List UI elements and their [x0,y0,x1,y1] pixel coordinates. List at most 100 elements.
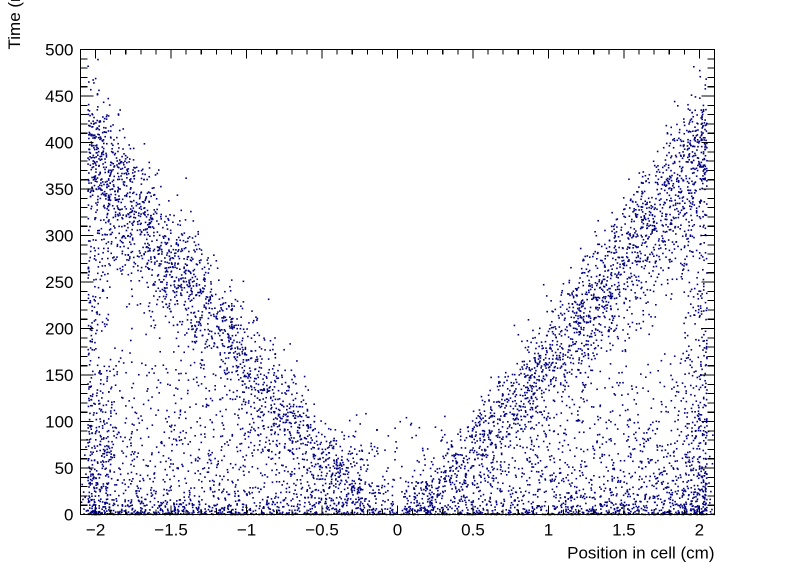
scatter-point [230,348,232,351]
scatter-point [562,282,565,285]
scatter-point [387,489,389,492]
scatter-point [166,501,169,503]
scatter-point [319,458,321,461]
scatter-point [684,258,686,261]
scatter-point [705,477,708,479]
scatter-point [686,129,688,132]
scatter-point [220,307,222,309]
scatter-point [542,440,545,443]
scatter-point [544,500,547,503]
scatter-point [155,212,158,215]
scatter-point [192,269,195,272]
scatter-point [653,248,656,251]
scatter-point [126,259,128,261]
scatter-point [517,333,520,336]
scatter-point [126,192,129,195]
scatter-point [266,503,269,506]
scatter-point [676,139,679,142]
scatter-point [114,197,116,199]
scatter-point [545,509,548,512]
scatter-point [496,511,499,514]
scatter-point [598,433,601,436]
scatter-point [694,509,696,512]
scatter-point [245,386,248,388]
scatter-point [201,268,204,270]
scatter-point [266,502,268,504]
scatter-point [594,296,597,299]
scatter-point [653,224,656,227]
scatter-point [610,438,612,440]
scatter-point [328,487,330,489]
scatter-point [686,180,689,183]
scatter-point [703,403,706,406]
scatter-point [157,409,160,412]
scatter-point [138,250,141,252]
scatter-point [588,291,590,294]
scatter-point [127,486,130,488]
scatter-point [96,119,98,122]
scatter-point [682,196,685,198]
scatter-point [423,493,425,496]
scatter-point [534,357,536,359]
scatter-point [645,241,647,243]
scatter-point [497,513,499,515]
scatter-point [361,450,364,453]
scatter-point [184,263,187,265]
scatter-point [647,390,650,393]
scatter-point [310,491,313,494]
scatter-point [127,168,130,170]
scatter-point [682,151,684,153]
scatter-point [681,263,684,266]
scatter-point [614,510,617,513]
scatter-point [656,446,659,448]
scatter-point [97,247,100,250]
scatter-point [281,404,284,407]
scatter-point [288,509,291,511]
scatter-point [690,442,693,445]
scatter-point [234,413,236,415]
scatter-point [203,490,206,493]
scatter-point [618,284,620,287]
scatter-point [603,264,606,267]
scatter-point [107,250,109,253]
scatter-point [669,498,672,501]
scatter-point [623,501,626,504]
scatter-point [609,295,611,298]
scatter-point [587,343,589,346]
scatter-point [555,336,557,339]
scatter-point [581,353,583,355]
scatter-point [200,324,202,327]
scatter-point [581,293,583,296]
scatter-point [687,244,689,247]
scatter-point [270,396,272,399]
scatter-point [680,209,683,212]
scatter-point [314,489,317,491]
scatter-point [313,447,315,449]
scatter-point [654,260,657,263]
scatter-point [116,373,118,376]
scatter-point [599,404,602,407]
scatter-point [196,421,198,423]
scatter-point [608,500,611,502]
scatter-point [91,495,93,497]
scatter-point [666,154,668,157]
scatter-point [109,136,112,138]
scatter-point [564,461,566,464]
scatter-point [267,358,270,360]
scatter-point [145,333,147,336]
scatter-point [521,499,523,502]
scatter-point [657,240,660,242]
scatter-point [308,501,310,503]
scatter-point [543,359,545,361]
scatter-point [651,224,654,227]
scatter-point [481,458,483,461]
scatter-point [618,295,621,297]
scatter-point [110,406,113,409]
scatter-point [453,483,456,486]
scatter-point [644,242,646,244]
scatter-point [328,457,331,459]
scatter-point [222,424,225,427]
scatter-point [335,460,338,463]
scatter-point [629,234,631,237]
scatter-point [217,326,220,329]
